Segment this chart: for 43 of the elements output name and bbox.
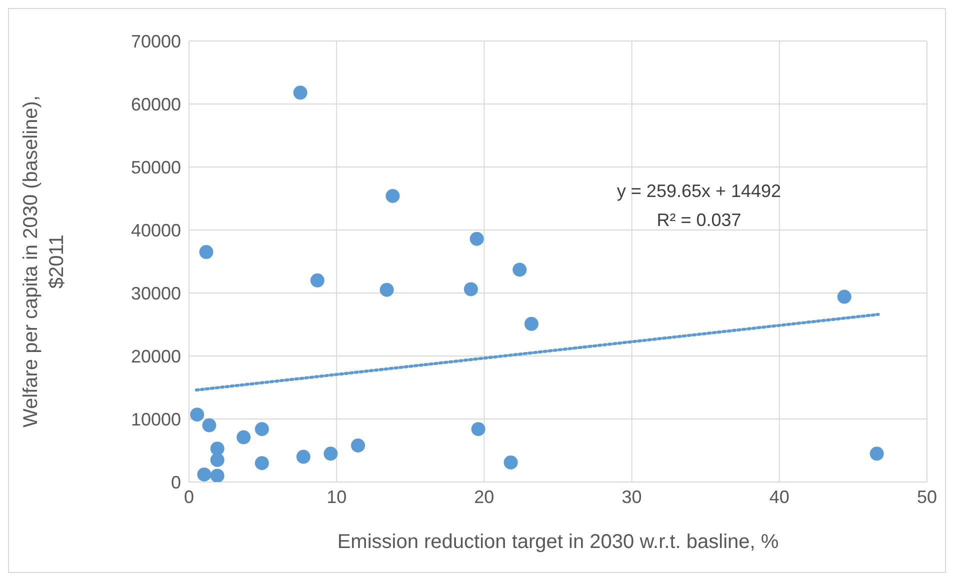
- point: [210, 468, 224, 482]
- point: [236, 430, 251, 444]
- annotation: y = 259.65x + 14492: [616, 180, 782, 203]
- y-tick-label: 40000: [130, 220, 181, 240]
- point: [254, 456, 269, 470]
- point: [524, 316, 538, 331]
- y-tick-label: 70000: [130, 31, 181, 52]
- point: [190, 408, 204, 422]
- point: [380, 282, 394, 297]
- point: [351, 438, 365, 452]
- point: [464, 282, 478, 296]
- point: [512, 262, 527, 277]
- annotation: R² = 0.037: [656, 209, 742, 232]
- x-tick-label: 30: [622, 486, 642, 507]
- y-tick-label: 10000: [130, 409, 181, 430]
- point: [324, 446, 338, 461]
- point: [386, 188, 400, 203]
- point: [870, 446, 884, 461]
- y-axis-title: Welfare per capita in 2030 (baseline), $2011: [20, 95, 68, 428]
- point: [310, 273, 324, 288]
- y-tick-label: 60000: [130, 94, 181, 114]
- y-tick-label: 0: [170, 472, 181, 492]
- point: [471, 422, 486, 436]
- y-tick-label: 50000: [130, 157, 181, 178]
- point: [470, 232, 484, 246]
- point: [293, 86, 308, 100]
- x-tick-label: 10: [326, 486, 347, 507]
- point: [199, 245, 214, 260]
- y-tick-label: 30000: [130, 283, 181, 304]
- point: [197, 467, 212, 482]
- x-tick-label: 50: [916, 486, 938, 507]
- point: [837, 290, 852, 304]
- point: [296, 450, 310, 464]
- point: [210, 442, 224, 456]
- x-tick-label: 20: [474, 486, 494, 507]
- y-tick-label: 20000: [130, 346, 181, 366]
- point: [504, 455, 518, 470]
- x-tick-label: 40: [769, 486, 790, 507]
- x-tick-label: 0: [184, 486, 194, 507]
- point: [254, 422, 269, 436]
- point: [202, 418, 216, 432]
- point: [210, 452, 224, 467]
- x-axis-title: Emission reduction target in 2030 w.r.t. basline, %: [337, 531, 779, 553]
